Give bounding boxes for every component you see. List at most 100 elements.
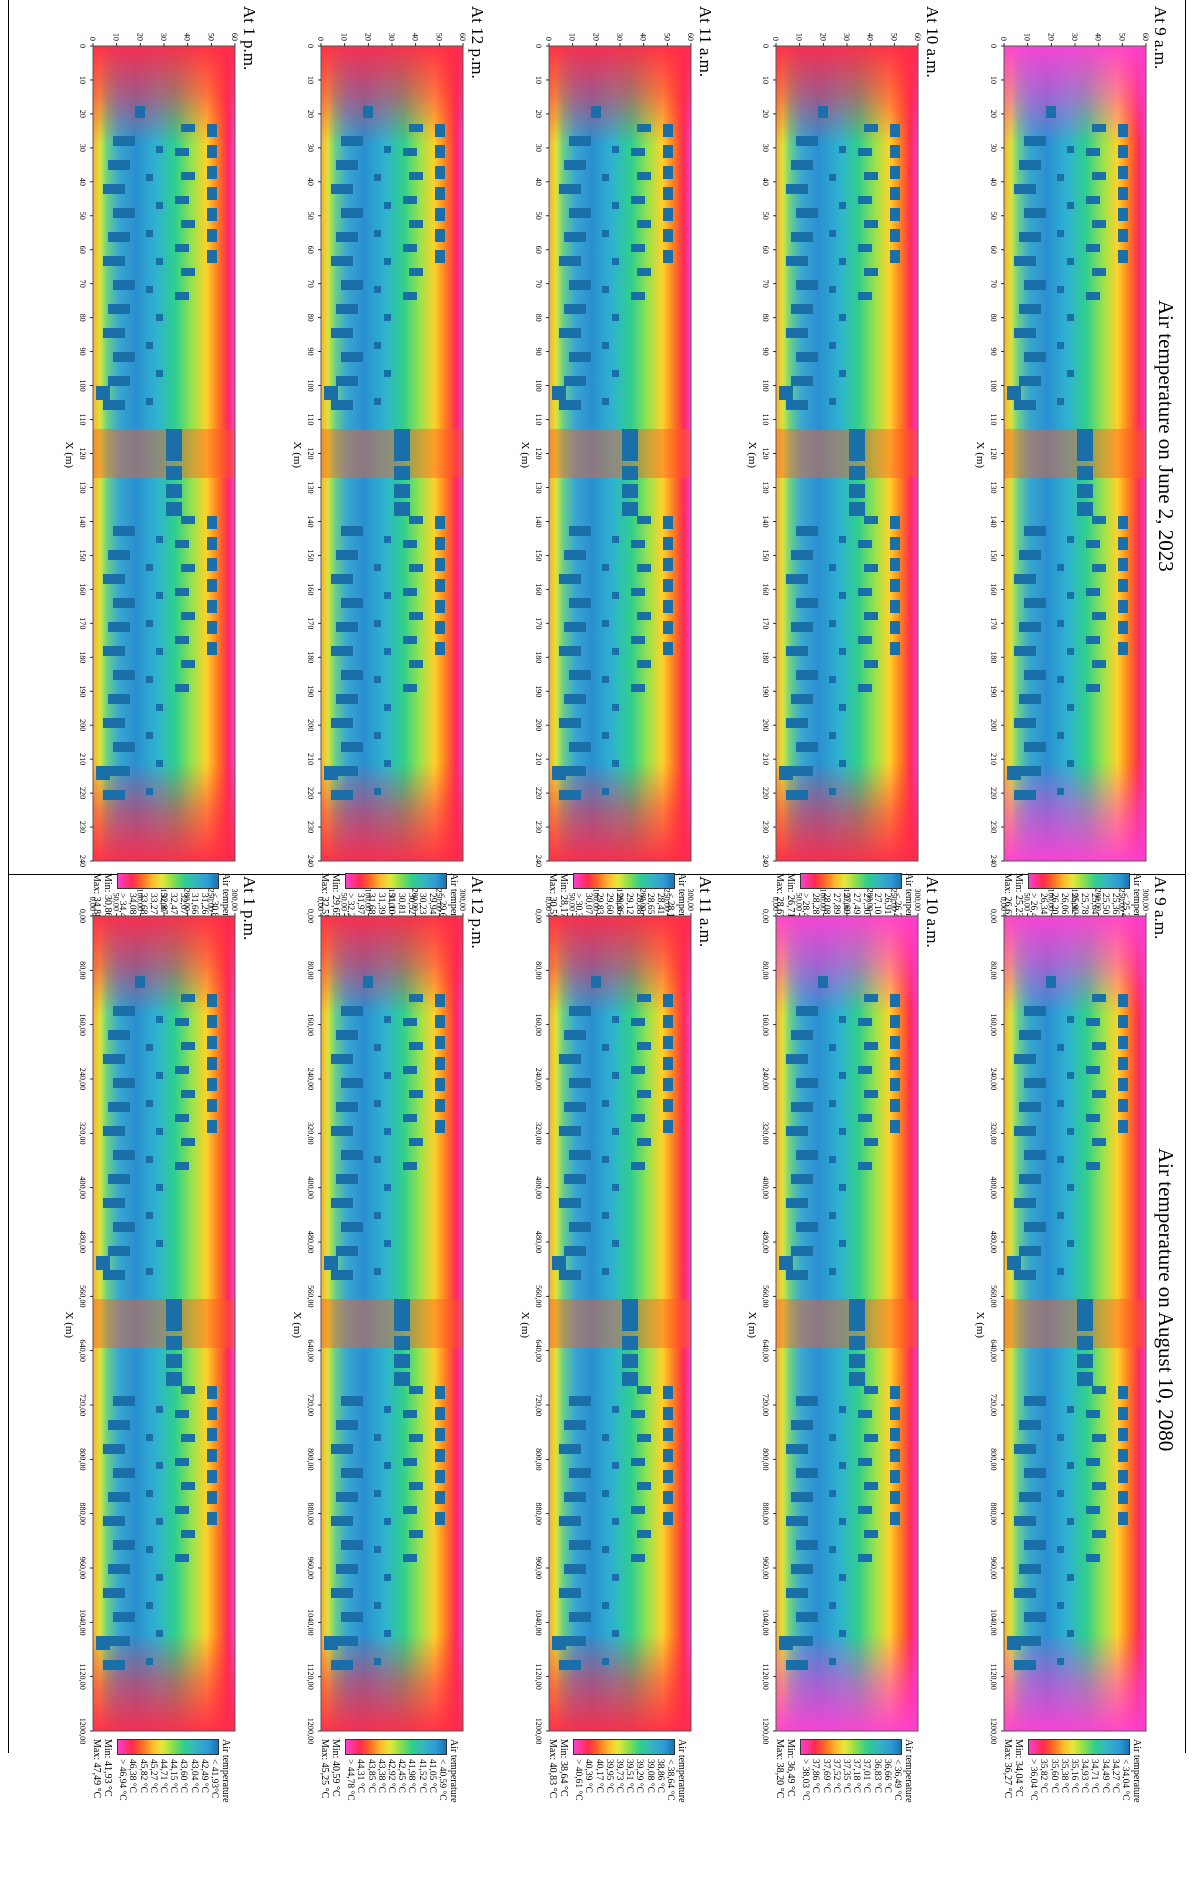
y-tick-label: 0 [316, 37, 325, 41]
x-tick-label: 100 [534, 379, 543, 391]
building-block [207, 1036, 217, 1049]
x-tick-label: 1040,00 [989, 1609, 998, 1636]
building-block [829, 1100, 836, 1107]
building-block [341, 670, 363, 680]
building-block [612, 1184, 619, 1191]
x-tick-label: 80,00 [534, 961, 543, 979]
x-tick-label: 960,00 [78, 1557, 87, 1580]
building-block [207, 124, 217, 137]
building-block [612, 592, 619, 599]
building-block [113, 742, 135, 752]
building-block [1057, 1156, 1064, 1163]
building-block [336, 1492, 358, 1502]
building-block [113, 1612, 135, 1622]
x-tick-label: 70 [761, 280, 770, 288]
time-label: At 9 a.m. [1151, 876, 1170, 940]
building-block [564, 550, 586, 560]
building-block [602, 788, 609, 795]
time-label: At 11 a.m. [696, 6, 715, 78]
building-block [858, 684, 872, 692]
legend-value: 38,86 °C [654, 1759, 665, 1793]
building-block [1057, 676, 1064, 683]
building-block [1057, 1212, 1064, 1219]
building-block [1118, 166, 1128, 179]
building-block [564, 766, 586, 776]
building-block [403, 196, 417, 204]
building-block [612, 1406, 619, 1413]
building-block [631, 1114, 645, 1122]
building-block [1014, 1444, 1036, 1454]
building-block [1118, 187, 1128, 200]
x-tick-label: 1120,00 [306, 1664, 315, 1690]
legend-value: 45,27 °C [147, 1759, 158, 1793]
building-block [829, 342, 836, 349]
building-block [409, 220, 423, 228]
building-block [336, 160, 358, 170]
heatmap-corridor [549, 429, 691, 478]
building-block [181, 1482, 195, 1490]
legend-value: < 41,93°C [209, 1759, 219, 1799]
y-tick-label: 100,00 [1046, 888, 1055, 911]
building-block [1086, 148, 1100, 156]
time-label: At 10 a.m. [923, 876, 942, 948]
building-block [1118, 1491, 1128, 1504]
building-block [1024, 1540, 1046, 1550]
building-block [156, 536, 163, 543]
building-block [374, 788, 381, 795]
building-block [336, 694, 358, 704]
building-block [166, 484, 182, 498]
building-block [839, 1574, 846, 1581]
building-block [1007, 1636, 1021, 1650]
y-tick-label: 30 [1070, 33, 1079, 41]
legend-values: < 36,49 °C 36,66 °C 36,83 °C 37,01 °C 37,18 … [800, 1759, 902, 1801]
building-block [103, 1444, 125, 1454]
building-block [175, 1066, 189, 1074]
building-block [839, 370, 846, 377]
building-block [858, 1506, 872, 1514]
y-tick-label: 0 [999, 37, 1008, 41]
building-block [1019, 304, 1041, 314]
building-block [612, 202, 619, 209]
building-block [663, 994, 673, 1007]
building-block [1092, 1530, 1106, 1538]
x-tick-label: 70 [306, 280, 315, 288]
y-tick-label: 40 [866, 33, 875, 41]
building-block [1118, 1407, 1128, 1420]
legend-min: Min: 34,04 °C [1013, 1739, 1024, 1797]
building-block [631, 684, 645, 692]
building-block [786, 400, 808, 410]
building-block [1057, 230, 1064, 237]
building-block [113, 1006, 135, 1016]
building-block [384, 146, 391, 153]
building-block [435, 145, 445, 158]
building-block [156, 1128, 163, 1135]
building-block [663, 1512, 673, 1525]
heatmap-panel: 0,00 50,00 100,00 150,00 200,00 250,00 300,00 0… [732, 876, 922, 1744]
legend-value: 37,18 °C [851, 1759, 862, 1793]
building-block [829, 1546, 836, 1553]
building-block [890, 1386, 900, 1399]
building-block [663, 1491, 673, 1504]
x-tick-label: 230 [761, 821, 770, 833]
y-tick-label: 0,00 [316, 897, 325, 911]
building-block [663, 642, 673, 655]
x-tick-label: 160,00 [78, 1013, 87, 1036]
bottom-rule [8, 0, 9, 1753]
building-block [1014, 184, 1036, 194]
building-block [612, 146, 619, 153]
building-block [331, 1444, 353, 1454]
building-block [374, 230, 381, 237]
legend-max: Max: 45,25 °C [319, 1739, 330, 1799]
building-block [829, 1602, 836, 1609]
building-block [602, 398, 609, 405]
building-block [829, 788, 836, 795]
building-block [394, 1354, 410, 1368]
building-block [1067, 1630, 1074, 1637]
building-block [631, 1162, 645, 1170]
building-block [602, 1434, 609, 1441]
building-block [113, 598, 135, 608]
y-tick-label: 60 [230, 33, 239, 41]
building-block [559, 790, 581, 800]
building-block [1092, 994, 1106, 1002]
building-block [602, 564, 609, 571]
